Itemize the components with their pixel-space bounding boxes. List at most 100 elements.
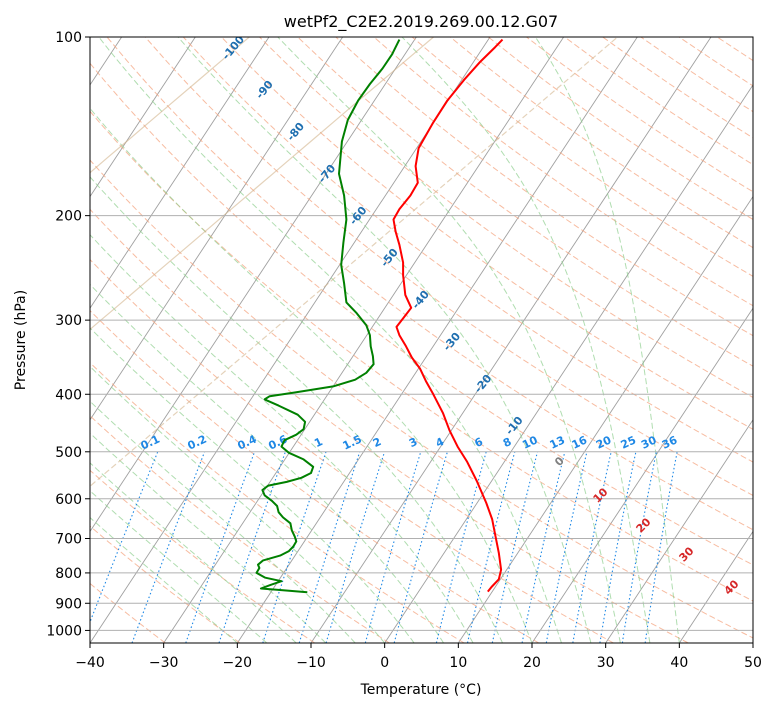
isotherm-line <box>310 37 712 643</box>
x-axis: −40 −30 −20 −10 0 10 20 30 40 50 <box>75 643 762 671</box>
mixing-ratio-label: 1 <box>312 435 324 450</box>
mixing-ratio-label: 0.1 <box>139 433 162 453</box>
moist-adiabat-line <box>90 107 533 643</box>
moist-adiabat-line <box>90 516 238 643</box>
x-tick-label: 10 <box>449 655 467 671</box>
mixing-ratio-label: 0.4 <box>236 432 259 452</box>
y-tick-label: 500 <box>55 445 82 461</box>
mixing-ratio-label: 6 <box>473 435 486 450</box>
mixing-ratio-line <box>393 451 448 643</box>
y-tick-label: 400 <box>55 387 82 403</box>
moist-adiabat-label: -80 <box>284 120 307 144</box>
moist-adiabat-label: -30 <box>441 330 464 354</box>
reference-curve <box>90 37 434 331</box>
x-tick-label: −20 <box>223 655 253 671</box>
mixing-ratio-line <box>262 451 327 643</box>
moist-adiabat-line <box>90 283 445 643</box>
y-axis-label: Pressure (hPa) <box>13 290 29 390</box>
x-tick-label: −30 <box>149 655 179 671</box>
mixing-ratio-label: 25 <box>619 433 638 451</box>
x-tick-label: 20 <box>523 655 541 671</box>
isotherm-line <box>457 195 753 643</box>
isotherm-line <box>90 37 417 533</box>
x-tick-label: 50 <box>744 655 762 671</box>
moist-adiabat-line <box>534 37 680 643</box>
dry-adiabat-line <box>221 37 753 430</box>
mixing-ratio-line <box>185 451 256 643</box>
mixing-ratio-line <box>545 451 588 643</box>
dry-adiabat-label: 30 <box>677 544 697 564</box>
y-tick-label: 100 <box>55 30 82 46</box>
sounding-series <box>255 38 504 594</box>
moist-adiabat-label: -20 <box>472 372 495 396</box>
dry-adiabat-line <box>373 37 753 307</box>
mixing-ratio-label: 3 <box>407 435 419 450</box>
mixing-ratio-label: 1.5 <box>341 433 364 453</box>
moist-adiabat-label: -90 <box>253 78 276 102</box>
moist-adiabat-line <box>90 365 386 643</box>
mixing-ratio-line <box>599 451 637 643</box>
isotherm-line <box>531 307 753 643</box>
y-axis: 100 200 300 400 500 600 700 800 900 1000 <box>46 30 90 639</box>
reference-curve <box>90 37 250 174</box>
mixing-ratio-label: 36 <box>660 433 680 451</box>
moist-adiabat-line <box>277 37 621 643</box>
mixing-ratio-line <box>491 451 539 643</box>
background-lines <box>90 37 775 643</box>
mixing-ratio-label: 30 <box>639 433 659 451</box>
mixing-ratio-line <box>298 451 361 643</box>
x-tick-label: −10 <box>296 655 326 671</box>
moist-adiabat-line <box>90 462 297 643</box>
y-tick-label: 300 <box>55 313 82 329</box>
moist-adiabat-line <box>90 400 356 643</box>
dry-adiabat-line <box>182 37 753 463</box>
dry-adiabat-label: 20 <box>634 515 654 535</box>
y-tick-label: 1000 <box>46 623 82 639</box>
dry-adiabat-line <box>90 362 465 643</box>
line-annotations: -100-90-80-70-60-50-40-30-20-100.1 0.2 0.4… <box>139 37 742 598</box>
dewpoint-profile-line <box>255 39 401 594</box>
mixing-ratio-label: 0.2 <box>186 433 209 453</box>
isotherm-line <box>90 37 344 421</box>
moist-adiabat-label: -40 <box>409 288 432 312</box>
mixing-ratio-line <box>644 451 678 643</box>
mixing-ratio-line <box>364 451 422 643</box>
isotherm-line <box>163 37 565 643</box>
dry-adiabat-line <box>716 37 753 62</box>
x-tick-label: 40 <box>670 655 688 671</box>
isotherm-line <box>752 642 753 643</box>
mixing-ratio-line <box>131 451 206 643</box>
moist-adiabat-line <box>90 176 503 643</box>
dry-adiabat-line <box>90 62 753 566</box>
isotherm-line <box>236 37 638 643</box>
dry-adiabat-line <box>90 258 614 643</box>
x-tick-label: −40 <box>75 655 105 671</box>
chart-title: wetPf2_C2E2.2019.269.00.12.G07 <box>284 12 558 32</box>
dry-adiabat-line <box>90 582 166 643</box>
x-axis-label: Temperature (°C) <box>360 682 482 698</box>
dry-adiabat-line <box>564 37 753 166</box>
reference-curve <box>90 37 618 488</box>
dry-adiabat-line <box>335 37 753 337</box>
isotherm-line <box>90 37 196 198</box>
dry-adiabat-label: 10 <box>591 485 611 505</box>
isotherm-line <box>678 530 753 643</box>
moist-adiabat-line <box>90 327 415 643</box>
mixing-ratio-label: 4 <box>434 435 447 450</box>
dry-adiabat-label: 40 <box>722 577 742 597</box>
mixing-ratio-label: 20 <box>594 433 614 451</box>
y-tick-label: 800 <box>55 566 82 582</box>
moist-adiabat-label: -50 <box>378 246 401 270</box>
x-tick-label: 30 <box>597 655 615 671</box>
mixing-ratio-label: 16 <box>570 433 590 451</box>
y-tick-label: 900 <box>55 596 82 612</box>
moist-adiabat-line <box>90 490 268 643</box>
dry-adiabat-line <box>106 37 753 531</box>
dry-adiabat-line <box>755 37 775 643</box>
dry-adiabat-line <box>90 159 753 639</box>
isotherm-line <box>605 418 753 643</box>
plot-frame <box>89 36 754 644</box>
dry-adiabat-line <box>297 37 753 367</box>
mixing-ratio-line <box>435 451 487 643</box>
mixing-ratio-line <box>90 451 159 624</box>
